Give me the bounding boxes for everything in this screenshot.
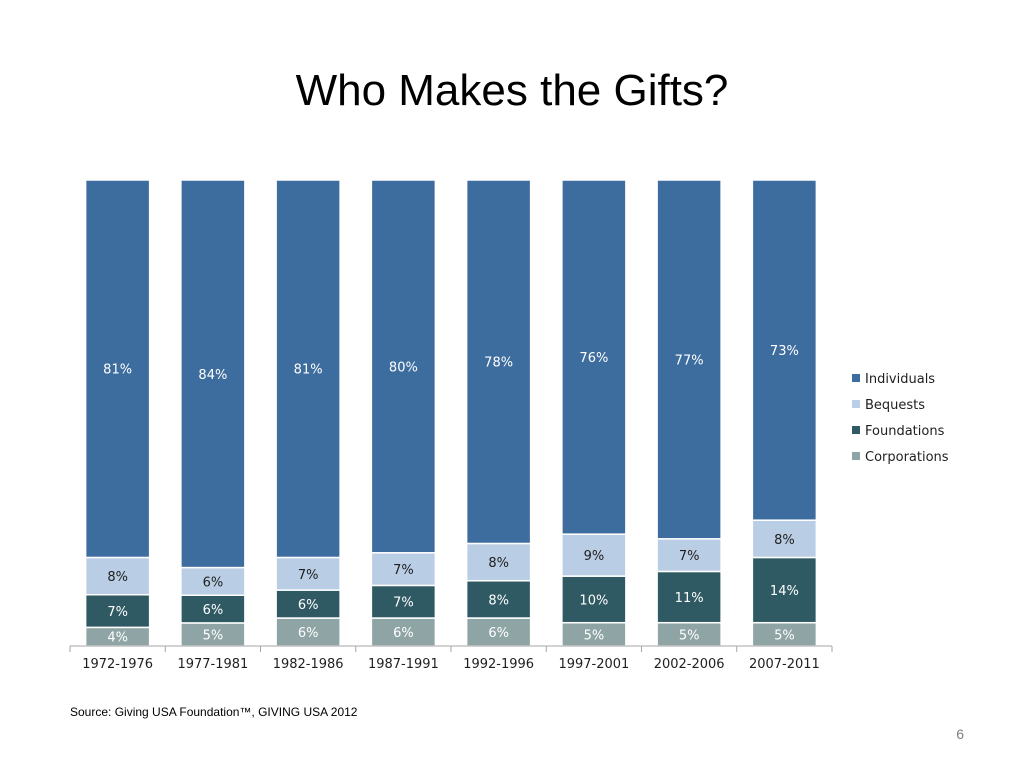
bar-segment-bequests-2007-2011 bbox=[751, 519, 818, 559]
bar-group-1997-2001: 5% 10% 9% 76% bbox=[561, 179, 627, 647]
bar-segment-individuals-2002-2006 bbox=[656, 179, 722, 540]
data-label-individuals-1982-1986: 81% bbox=[294, 363, 323, 378]
page-number: 6 bbox=[956, 726, 964, 742]
legend-swatch-individuals bbox=[852, 374, 860, 382]
bar-segment-individuals-1987-1991 bbox=[370, 179, 437, 554]
data-label-individuals-1997-2001: 76% bbox=[579, 351, 608, 366]
bar-segment-individuals-1972-1976 bbox=[84, 179, 151, 559]
data-label-bequests-1977-1981: 6% bbox=[203, 575, 224, 590]
bar-segment-foundations-1997-2001 bbox=[561, 575, 627, 624]
data-label-foundations-2002-2006: 11% bbox=[675, 591, 704, 606]
data-label-individuals-1972-1976: 81% bbox=[103, 363, 132, 378]
data-label-individuals-1977-1981: 84% bbox=[198, 368, 227, 383]
data-label-bequests-1972-1976: 8% bbox=[107, 570, 128, 585]
data-label-corporations-1972-1976: 4% bbox=[107, 631, 128, 646]
data-label-foundations-1972-1976: 7% bbox=[107, 605, 128, 620]
data-label-individuals-1987-1991: 80% bbox=[389, 360, 418, 375]
stacked-bar-chart: 4%7%8%81%1972-19765%6%6%84%1977-19816%6%… bbox=[69, 179, 949, 672]
legend-label-corporations: Corporations bbox=[865, 450, 949, 465]
source-note: Source: Giving USA Foundation™, GIVING U… bbox=[70, 705, 358, 719]
data-label-bequests-2002-2006: 7% bbox=[679, 549, 700, 564]
bar-group-1972-1976: 4% 7% 8% 81% bbox=[84, 179, 151, 647]
data-label-foundations-2007-2011: 14% bbox=[770, 584, 799, 599]
data-label-bequests-2007-2011: 8% bbox=[774, 533, 795, 548]
data-label-bequests-1987-1991: 7% bbox=[393, 563, 414, 578]
bar-group-1987-1991: 6% 7% 7% 80% bbox=[370, 179, 437, 647]
legend-label-bequests: Bequests bbox=[865, 398, 925, 413]
bar-group-1992-1996: 6% 8% 8% 78% bbox=[465, 179, 532, 647]
bar-segment-individuals-2007-2011 bbox=[751, 179, 818, 521]
bar-segment-bequests-1972-1976 bbox=[84, 556, 151, 596]
bar-segment-individuals-1982-1986 bbox=[275, 179, 341, 559]
data-label-foundations-1987-1991: 7% bbox=[393, 596, 414, 611]
data-label-individuals-2007-2011: 73% bbox=[770, 344, 799, 359]
legend-swatch-foundations bbox=[852, 426, 860, 434]
bar-segment-bequests-1992-1996 bbox=[465, 542, 532, 582]
bar-group-2007-2011: 5% 14% 8% 73% bbox=[751, 179, 818, 647]
bar-segment-foundations-1982-1986 bbox=[275, 589, 341, 619]
bar-segment-individuals-1997-2001 bbox=[561, 179, 627, 535]
data-label-foundations-1977-1981: 6% bbox=[203, 603, 224, 618]
data-label-foundations-1997-2001: 10% bbox=[579, 593, 608, 608]
data-label-bequests-1997-2001: 9% bbox=[584, 549, 605, 564]
bar-segment-foundations-1977-1981 bbox=[180, 594, 246, 624]
x-tick-label-2007-2011: 2007-2011 bbox=[749, 657, 820, 672]
data-label-foundations-1992-1996: 8% bbox=[488, 593, 509, 608]
x-tick-label-2002-2006: 2002-2006 bbox=[654, 657, 725, 672]
legend-swatch-bequests bbox=[852, 400, 860, 408]
legend: Individuals Bequests Foundations Corporatio… bbox=[852, 372, 949, 465]
x-tick-label-1972-1976: 1972-1976 bbox=[82, 657, 153, 672]
bar-segment-bequests-1982-1986 bbox=[275, 556, 341, 591]
data-label-corporations-1987-1991: 6% bbox=[393, 626, 414, 641]
bar-segment-individuals-1977-1981 bbox=[180, 179, 246, 569]
legend-label-foundations: Foundations bbox=[865, 424, 945, 439]
data-label-corporations-1977-1981: 5% bbox=[203, 628, 224, 643]
x-tick-label-1977-1981: 1977-1981 bbox=[177, 657, 248, 672]
x-tick-label-1997-2001: 1997-2001 bbox=[558, 657, 629, 672]
bar-segment-corporations-1992-1996 bbox=[465, 617, 532, 647]
data-label-individuals-1992-1996: 78% bbox=[484, 356, 513, 371]
data-label-corporations-1992-1996: 6% bbox=[488, 626, 509, 641]
bar-segment-foundations-2002-2006 bbox=[656, 570, 722, 624]
data-label-corporations-2007-2011: 5% bbox=[774, 628, 795, 643]
data-label-bequests-1992-1996: 8% bbox=[488, 556, 509, 571]
data-label-corporations-2002-2006: 5% bbox=[679, 628, 700, 643]
bar-group-2002-2006: 5% 11% 7% 77% bbox=[656, 179, 722, 647]
bar-segment-foundations-2007-2011 bbox=[751, 556, 818, 624]
data-label-individuals-2002-2006: 77% bbox=[675, 353, 704, 368]
bar-segment-individuals-1992-1996 bbox=[465, 179, 532, 545]
x-tick-label-1987-1991: 1987-1991 bbox=[368, 657, 439, 672]
bar-group-1977-1981: 5% 6% 6% 84% bbox=[180, 179, 246, 647]
bar-group-1982-1986: 6% 6% 7% 81% bbox=[275, 179, 341, 647]
legend-label-individuals: Individuals bbox=[865, 372, 935, 387]
data-label-bequests-1982-1986: 7% bbox=[298, 568, 319, 583]
bar-segment-foundations-1987-1991 bbox=[370, 584, 437, 619]
data-label-corporations-1997-2001: 5% bbox=[584, 628, 605, 643]
x-tick-label-1992-1996: 1992-1996 bbox=[463, 657, 534, 672]
slide-title: Who Makes the Gifts? bbox=[295, 66, 729, 115]
legend-swatch-corporations bbox=[852, 452, 860, 460]
data-label-foundations-1982-1986: 6% bbox=[298, 598, 319, 613]
x-tick-label-1982-1986: 1982-1986 bbox=[273, 657, 344, 672]
data-label-corporations-1982-1986: 6% bbox=[298, 626, 319, 641]
bar-segment-bequests-2002-2006 bbox=[656, 538, 722, 573]
